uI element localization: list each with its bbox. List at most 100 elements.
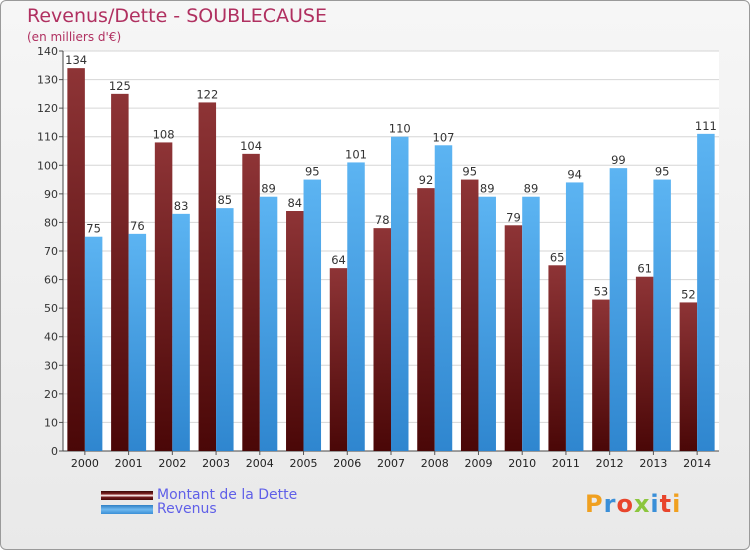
y-tick-label: 30 xyxy=(44,359,58,372)
bar-dette xyxy=(635,276,654,451)
y-tick-label: 140 xyxy=(37,45,58,58)
bar-revenus xyxy=(609,168,628,451)
legend-item-revenus: Revenus xyxy=(101,501,217,517)
bar-dette xyxy=(504,225,523,451)
data-label: 64 xyxy=(331,253,346,267)
y-tick-label: 70 xyxy=(44,245,58,258)
logo-letter: i xyxy=(672,490,682,518)
data-label: 76 xyxy=(130,219,145,233)
x-tick-label: 2012 xyxy=(596,457,624,470)
bar-dette xyxy=(679,302,698,451)
chart-title: Revenus/Dette - SOUBLECAUSE xyxy=(27,5,327,27)
data-label: 83 xyxy=(174,199,189,213)
data-label: 52 xyxy=(681,287,696,301)
x-tick-label: 2011 xyxy=(552,457,580,470)
y-tick-label: 80 xyxy=(44,216,58,229)
bar-dette xyxy=(198,102,217,451)
bar-dette xyxy=(548,265,566,451)
bar-dette xyxy=(460,179,479,452)
data-label: 101 xyxy=(345,147,367,161)
bar-revenus xyxy=(434,145,453,452)
proxiti-logo: Proxiti xyxy=(585,490,681,518)
y-tick-label: 40 xyxy=(44,331,58,344)
logo-letter: P xyxy=(585,490,604,518)
legend-label-revenus: Revenus xyxy=(157,501,217,517)
logo-letter: i xyxy=(650,490,660,518)
x-tick-label: 2014 xyxy=(683,457,711,470)
data-label: 122 xyxy=(196,87,218,101)
bar-revenus xyxy=(478,196,496,451)
x-tick-label: 2005 xyxy=(290,457,318,470)
y-tick-label: 50 xyxy=(44,302,58,315)
data-label: 75 xyxy=(86,222,101,236)
bar-revenus xyxy=(697,133,715,451)
y-tick-label: 10 xyxy=(44,416,58,429)
logo-letter: t xyxy=(659,490,673,518)
bar-dette xyxy=(67,68,85,452)
data-label: 84 xyxy=(287,196,302,210)
bar-revenus xyxy=(347,162,365,451)
data-label: 104 xyxy=(240,139,262,153)
data-label: 107 xyxy=(433,130,455,144)
bar-revenus xyxy=(522,196,540,451)
data-label: 89 xyxy=(524,182,539,196)
logo-letter: o xyxy=(616,490,634,518)
legend-item-dette: Montant de la Dette xyxy=(101,487,298,503)
data-label: 110 xyxy=(389,122,411,136)
bar-dette xyxy=(242,153,260,451)
bar-dette xyxy=(417,188,435,451)
bar-revenus xyxy=(84,236,103,451)
data-label: 61 xyxy=(637,262,652,276)
bar-dette xyxy=(154,142,173,451)
logo-letter: x xyxy=(633,490,651,518)
y-tick-label: 60 xyxy=(44,274,58,287)
bar-revenus xyxy=(172,213,190,451)
data-label: 108 xyxy=(153,127,175,141)
y-tick-label: 90 xyxy=(44,188,58,201)
chart-subtitle: (en milliers d'€) xyxy=(27,30,122,44)
data-label: 53 xyxy=(594,285,609,299)
data-label: 95 xyxy=(305,165,320,179)
x-tick-label: 2007 xyxy=(377,457,405,470)
legend-swatch-dette xyxy=(101,490,153,500)
x-tick-label: 2004 xyxy=(246,457,274,470)
bar-revenus xyxy=(259,196,278,451)
bar-dette xyxy=(111,93,129,451)
data-label: 95 xyxy=(462,165,477,179)
data-label: 65 xyxy=(550,250,565,264)
y-tick-label: 20 xyxy=(44,388,58,401)
y-tick-label: 120 xyxy=(37,102,58,115)
data-label: 79 xyxy=(506,210,521,224)
data-label: 125 xyxy=(109,79,131,93)
bar-revenus xyxy=(565,182,584,451)
x-tick-label: 2002 xyxy=(158,457,186,470)
logo-letter: r xyxy=(603,490,617,518)
y-tick-label: 110 xyxy=(37,131,58,144)
bar-revenus xyxy=(653,179,671,452)
data-label: 89 xyxy=(480,182,495,196)
data-label: 99 xyxy=(611,153,626,167)
bar-revenus xyxy=(303,179,322,452)
x-tick-label: 2003 xyxy=(202,457,230,470)
data-label: 94 xyxy=(567,167,582,181)
bar-dette xyxy=(329,268,348,451)
bar-revenus xyxy=(391,136,409,451)
x-tick-label: 2013 xyxy=(639,457,667,470)
data-label: 95 xyxy=(655,165,670,179)
data-label: 89 xyxy=(261,182,276,196)
x-tick-label: 2009 xyxy=(464,457,492,470)
legend-swatch-revenus xyxy=(101,504,153,514)
x-tick-label: 2006 xyxy=(333,457,361,470)
y-tick-label: 130 xyxy=(37,74,58,87)
bar-revenus xyxy=(128,233,147,451)
legend-label-dette: Montant de la Dette xyxy=(157,487,298,503)
bar-dette xyxy=(373,228,391,451)
data-label: 78 xyxy=(375,213,390,227)
data-label: 111 xyxy=(695,119,717,133)
y-tick-label: 100 xyxy=(37,159,58,172)
x-tick-label: 2001 xyxy=(115,457,143,470)
bar-dette xyxy=(286,211,304,451)
y-tick-label: 0 xyxy=(51,445,58,458)
